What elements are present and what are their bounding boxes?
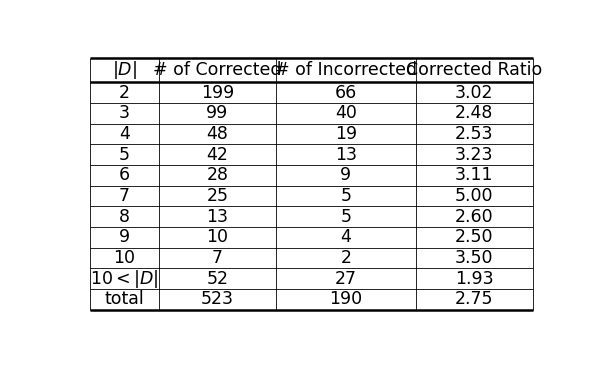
Text: 48: 48: [207, 125, 229, 143]
Text: Corrected Ratio: Corrected Ratio: [406, 61, 542, 79]
Text: 66: 66: [335, 84, 357, 102]
Text: $|D|$: $|D|$: [112, 59, 137, 81]
Text: 28: 28: [207, 166, 229, 184]
Text: 25: 25: [207, 187, 229, 205]
Text: # of Corrected: # of Corrected: [153, 61, 282, 79]
Text: 2.60: 2.60: [455, 208, 494, 226]
Text: 2: 2: [340, 249, 351, 267]
Text: 10: 10: [207, 228, 229, 246]
Text: 8: 8: [119, 208, 130, 226]
Text: # of Incorrected: # of Incorrected: [275, 61, 417, 79]
Text: 2.75: 2.75: [455, 290, 494, 308]
Text: 52: 52: [207, 270, 229, 288]
Text: 5.00: 5.00: [455, 187, 494, 205]
Text: 3.23: 3.23: [455, 146, 494, 164]
Text: 2.50: 2.50: [455, 228, 494, 246]
Text: 19: 19: [335, 125, 357, 143]
Text: 40: 40: [335, 104, 357, 122]
Text: 5: 5: [340, 187, 351, 205]
Text: 1.93: 1.93: [455, 270, 494, 288]
Text: 3.02: 3.02: [455, 84, 494, 102]
Text: 13: 13: [207, 208, 229, 226]
Text: 2.48: 2.48: [455, 104, 494, 122]
Text: 10: 10: [114, 249, 136, 267]
Text: 4: 4: [119, 125, 130, 143]
Text: 523: 523: [201, 290, 234, 308]
Text: 3.50: 3.50: [455, 249, 494, 267]
Text: 9: 9: [340, 166, 351, 184]
Text: 190: 190: [330, 290, 362, 308]
Text: 42: 42: [207, 146, 229, 164]
Text: 7: 7: [212, 249, 223, 267]
Text: 99: 99: [206, 104, 229, 122]
Text: 27: 27: [335, 270, 357, 288]
Text: $10 <|D|$: $10 <|D|$: [90, 268, 159, 290]
Text: 6: 6: [119, 166, 130, 184]
Text: 9: 9: [119, 228, 130, 246]
Text: 2.53: 2.53: [455, 125, 494, 143]
Text: total: total: [105, 290, 144, 308]
Text: 3.11: 3.11: [455, 166, 494, 184]
Text: 199: 199: [201, 84, 234, 102]
Text: 2: 2: [119, 84, 130, 102]
Text: 3: 3: [119, 104, 130, 122]
Text: 5: 5: [119, 146, 130, 164]
Text: 5: 5: [340, 208, 351, 226]
Text: 13: 13: [335, 146, 357, 164]
Text: 7: 7: [119, 187, 130, 205]
Text: 4: 4: [340, 228, 351, 246]
